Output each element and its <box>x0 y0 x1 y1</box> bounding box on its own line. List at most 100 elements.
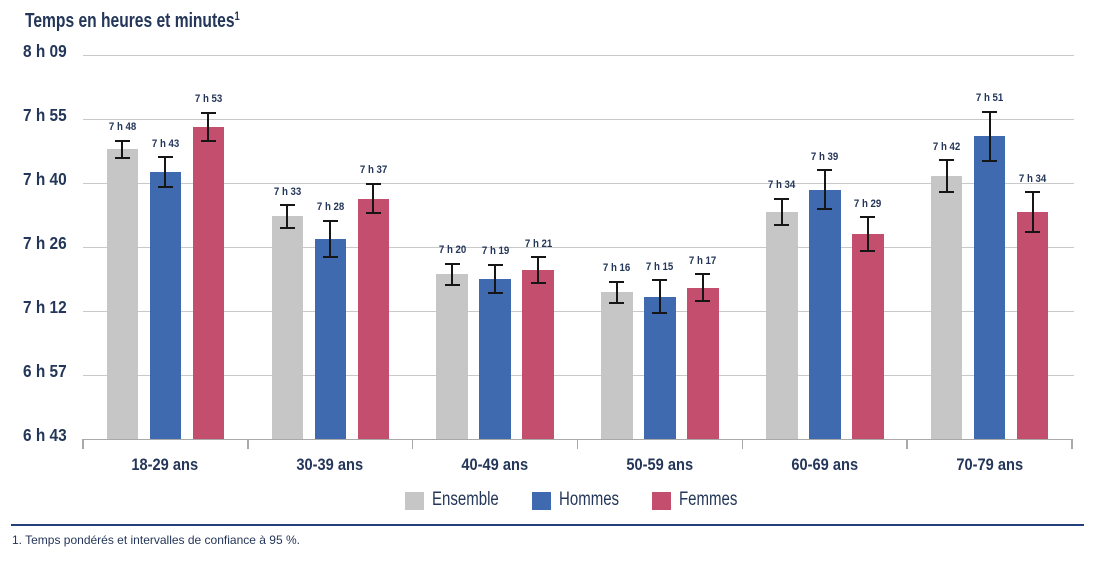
error-bar-cap-top <box>114 139 130 142</box>
error-bar-cap-top <box>279 204 295 207</box>
legend-label-hommes: Hommes <box>559 488 620 510</box>
bar-value-label: 7 h 51 <box>975 92 1004 105</box>
error-bar-stem <box>988 111 991 161</box>
bar-value-label: 7 h 42 <box>932 140 961 153</box>
error-bar-stem <box>701 274 704 302</box>
bar-value-label: 7 h 17 <box>689 254 717 267</box>
error-bar-cap-bottom <box>322 255 338 258</box>
error-bar-stem <box>372 183 375 214</box>
gridline <box>83 311 1074 313</box>
error-bar-cap-bottom <box>860 250 876 253</box>
x-axis-tick <box>741 439 744 449</box>
gridline <box>83 375 1074 377</box>
bar-ensemble-30-39ans <box>271 216 303 440</box>
bar-value-label: 7 h 34 <box>768 179 796 192</box>
error-bar-cap-bottom <box>609 301 625 304</box>
y-axis-tick-label: 6 h 57 <box>23 360 67 381</box>
bar-hommes-18-29ans <box>149 171 182 440</box>
bar-femmes-50-59ans <box>687 287 719 440</box>
bar-value-label: 7 h 20 <box>438 244 466 257</box>
bar-value-label: 7 h 48 <box>108 121 137 134</box>
x-axis-tick <box>576 439 579 449</box>
error-bar-stem <box>1031 192 1034 232</box>
error-bar-cap-bottom <box>200 140 216 143</box>
bar-hommes-40-49ans <box>479 278 511 440</box>
y-axis-tick-label: 7 h 26 <box>23 232 67 253</box>
error-bar-cap-top <box>982 110 998 113</box>
legend-swatch-hommes <box>532 492 551 510</box>
bar-value-label: 7 h 16 <box>603 262 631 275</box>
x-category-label: 50-59 ans <box>626 454 693 474</box>
error-bar-stem <box>494 264 497 294</box>
bar-value-label: 7 h 19 <box>481 245 509 258</box>
x-category-label: 70-79 ans <box>956 454 1023 474</box>
bar-femmes-18-29ans <box>192 127 225 440</box>
error-bar-stem <box>658 280 661 314</box>
error-bar-stem <box>537 257 540 283</box>
error-bar-cap-bottom <box>817 208 833 211</box>
gridline <box>83 55 1074 57</box>
bar-value-label: 7 h 37 <box>359 164 388 177</box>
bar-femmes-30-39ans <box>357 198 389 440</box>
chart-title: Temps en heures et minutes1 <box>25 10 240 33</box>
y-axis-tick-label: 8 h 09 <box>23 40 67 61</box>
error-bar-cap-top <box>817 169 833 172</box>
error-bar-cap-top <box>939 159 955 162</box>
error-bar-cap-top <box>444 262 460 265</box>
error-bar-cap-bottom <box>982 159 998 162</box>
error-bar-cap-bottom <box>695 300 711 303</box>
legend-swatch-femmes <box>652 492 671 510</box>
error-bar-cap-bottom <box>1025 230 1041 233</box>
error-bar-cap-bottom <box>157 185 173 188</box>
gridline <box>83 247 1074 249</box>
error-bar-cap-bottom <box>774 224 790 227</box>
error-bar-cap-top <box>774 197 790 200</box>
error-bar-stem <box>329 220 332 257</box>
bar-value-label: 7 h 28 <box>316 201 345 214</box>
gridline <box>83 119 1074 121</box>
error-bar-cap-bottom <box>487 292 503 295</box>
bar-value-label: 7 h 15 <box>646 260 674 273</box>
y-axis-tick-label: 6 h 43 <box>23 424 67 445</box>
chart-title-footnote-marker: 1 <box>234 9 240 23</box>
bar-value-label: 7 h 21 <box>524 237 552 250</box>
bar-value-label: 7 h 33 <box>273 185 302 198</box>
bar-hommes-50-59ans <box>644 296 676 440</box>
error-bar-cap-top <box>200 111 216 114</box>
bar-hommes-60-69ans <box>809 189 841 440</box>
error-bar-cap-top <box>322 219 338 222</box>
error-bar-cap-top <box>530 256 546 259</box>
error-bar-cap-bottom <box>939 191 955 194</box>
bar-ensemble-40-49ans <box>436 274 468 440</box>
error-bar-stem <box>286 205 289 228</box>
error-bar-cap-top <box>487 263 503 266</box>
legend-label-femmes: Femmes <box>679 488 738 510</box>
bar-value-label: 7 h 29 <box>854 197 882 210</box>
footnote-divider <box>11 524 1084 526</box>
error-bar-stem <box>121 140 124 159</box>
legend-label-ensemble: Ensemble <box>432 488 499 510</box>
x-category-label: 40-49 ans <box>461 454 529 474</box>
bar-ensemble-18-29ans <box>106 149 139 440</box>
error-bar-cap-top <box>652 279 668 282</box>
error-bar-stem <box>207 112 210 142</box>
error-bar-cap-top <box>695 273 711 276</box>
error-bar-cap-top <box>365 182 381 185</box>
y-axis-tick-label: 7 h 12 <box>23 296 67 317</box>
error-bar-cap-bottom <box>365 212 381 215</box>
error-bar-cap-bottom <box>279 226 295 229</box>
error-bar-cap-top <box>860 216 876 219</box>
bar-hommes-70-79ans <box>973 136 1006 440</box>
x-axis-tick <box>1071 439 1073 449</box>
bar-value-label: 7 h 34 <box>1018 172 1047 185</box>
error-bar-cap-bottom <box>444 284 460 287</box>
bar-ensemble-70-79ans <box>930 176 963 440</box>
gridline <box>83 183 1074 185</box>
error-bar-stem <box>164 157 167 187</box>
error-bar-stem <box>451 263 454 286</box>
bar-value-label: 7 h 43 <box>151 137 180 150</box>
bar-ensemble-50-59ans <box>601 292 633 440</box>
footnote: 1. Temps pondérés et intervalles de conf… <box>12 533 300 547</box>
bar-ensemble-60-69ans <box>766 211 798 440</box>
